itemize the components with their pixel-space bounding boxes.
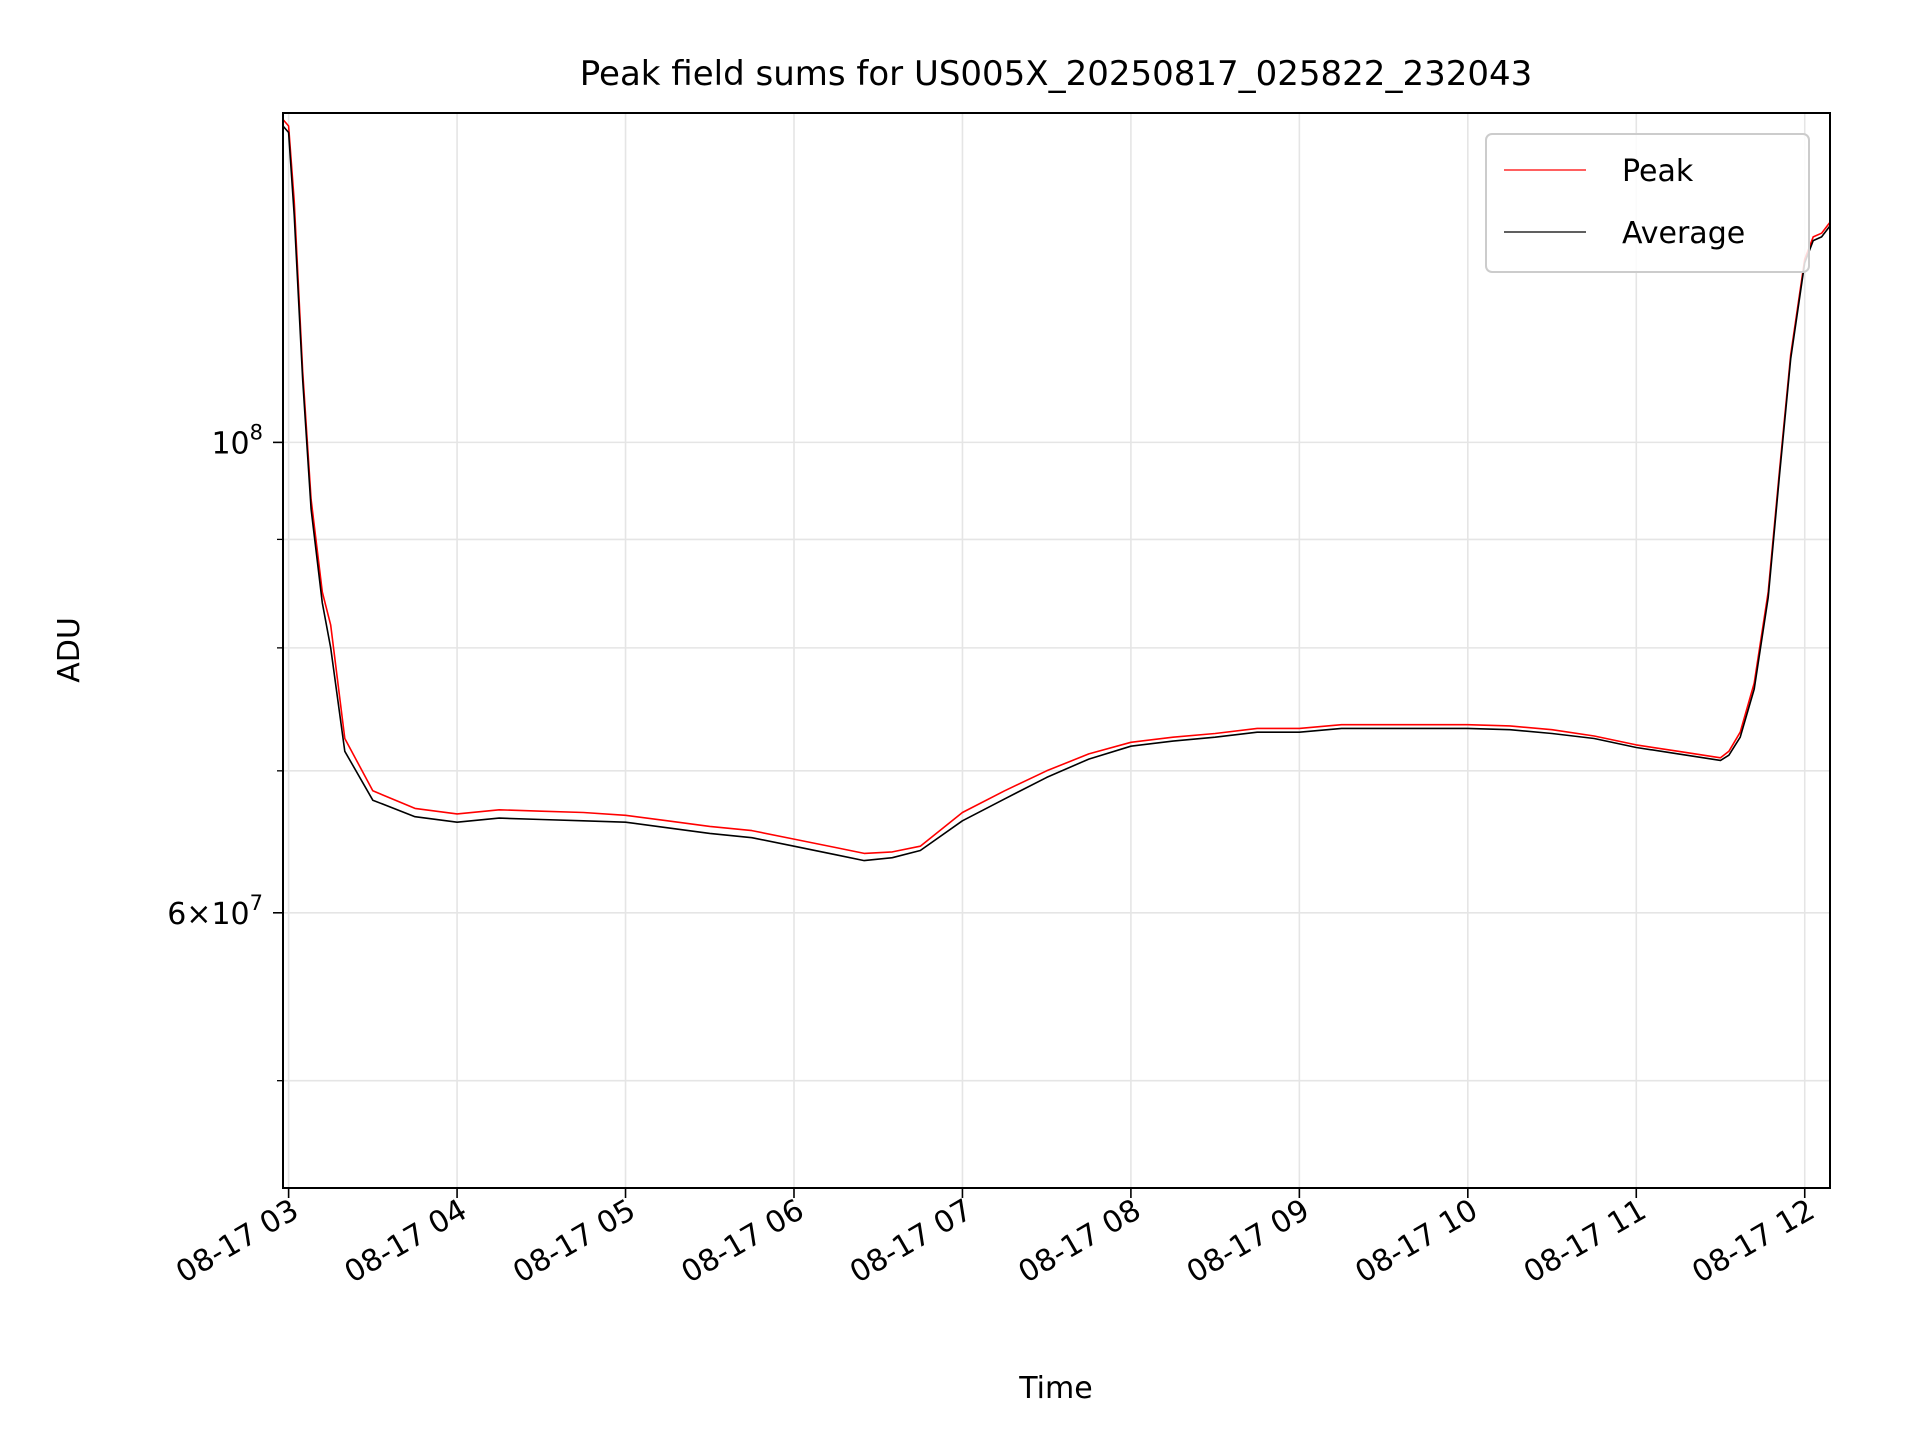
y-axis-ticks: 6×107 108 bbox=[167, 420, 283, 1082]
legend-average-label: Average bbox=[1622, 216, 1745, 251]
grid bbox=[283, 113, 1830, 1188]
y-tick-label-exponent: 7 bbox=[250, 891, 263, 915]
y-axis-label: ADU bbox=[52, 617, 87, 683]
legend-peak-label: Peak bbox=[1622, 154, 1694, 189]
legend-box bbox=[1485, 133, 1810, 273]
y-tick-label: 6×107 bbox=[167, 891, 263, 932]
series-line-peak bbox=[282, 118, 1831, 855]
axes-frame bbox=[282, 112, 1831, 1189]
chart-title: Peak field sums for US005X_20250817_0258… bbox=[580, 54, 1532, 94]
legend: Peak Average bbox=[1485, 133, 1810, 273]
plot-lines bbox=[282, 118, 1831, 862]
y-tick-label-exponent: 8 bbox=[250, 420, 263, 444]
x-axis-label: Time bbox=[1018, 1371, 1092, 1406]
y-tick-label: 108 bbox=[211, 420, 263, 461]
y-tick-label-base: 10 bbox=[211, 426, 249, 461]
series-line-average bbox=[282, 125, 1831, 862]
y-tick-label-base: 6×10 bbox=[167, 897, 249, 932]
